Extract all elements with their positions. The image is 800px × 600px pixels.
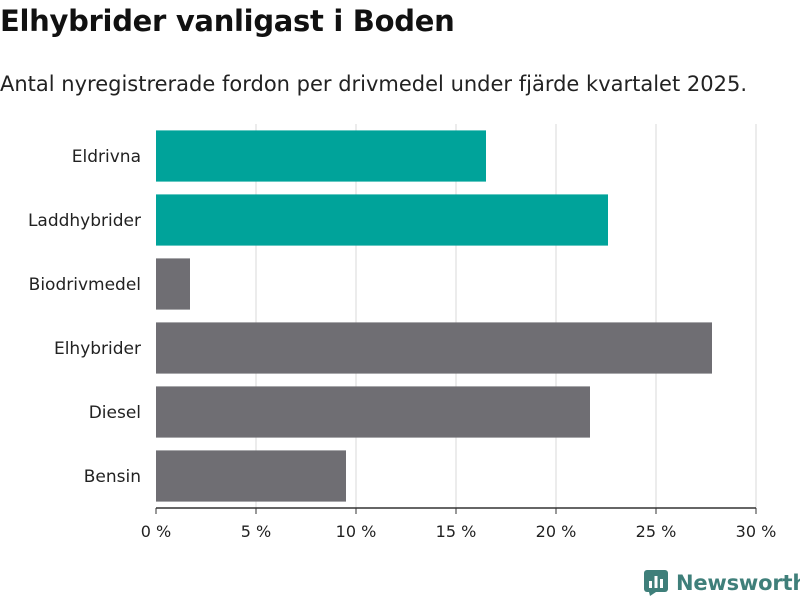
category-labels: Eldrivna Laddhybrider Biodrivmedel Elhybrid… [28, 147, 141, 487]
x-tick-label: 30 % [736, 522, 777, 541]
category-label: Bensin [84, 467, 141, 487]
x-tick-label: 0 % [141, 522, 171, 541]
bar-elhybrider [156, 322, 712, 374]
category-label: Elhybrider [54, 339, 141, 359]
bar-laddhybrider [156, 194, 608, 246]
category-label: Laddhybrider [28, 211, 141, 231]
gridlines [255, 124, 757, 508]
chart-title: Elhybrider vanligast i Boden [0, 4, 455, 38]
x-tick-label: 20 % [536, 522, 577, 541]
brand-name: Newsworthy [676, 571, 800, 595]
x-tick-label: 10 % [336, 522, 377, 541]
bar-bensin [156, 450, 346, 502]
bar-eldrivna [156, 130, 486, 182]
bar-biodrivmedel [156, 258, 190, 310]
category-label: Eldrivna [72, 147, 141, 167]
bar-diesel [156, 386, 590, 438]
category-label: Biodrivmedel [29, 275, 141, 295]
category-label: Diesel [89, 403, 141, 423]
x-tick-label: 15 % [436, 522, 477, 541]
x-axis: 0 % 5 % 10 % 15 % 20 % 25 % 30 % [141, 507, 777, 541]
x-tick-label: 5 % [241, 522, 271, 541]
x-tick-label: 25 % [636, 522, 677, 541]
chart-subtitle: Antal nyregistrerade fordon per drivmede… [0, 72, 748, 96]
newsworthy-logo: Newsworthy [644, 568, 800, 598]
bars [156, 130, 712, 502]
bar-chart-logo-icon [644, 570, 668, 596]
